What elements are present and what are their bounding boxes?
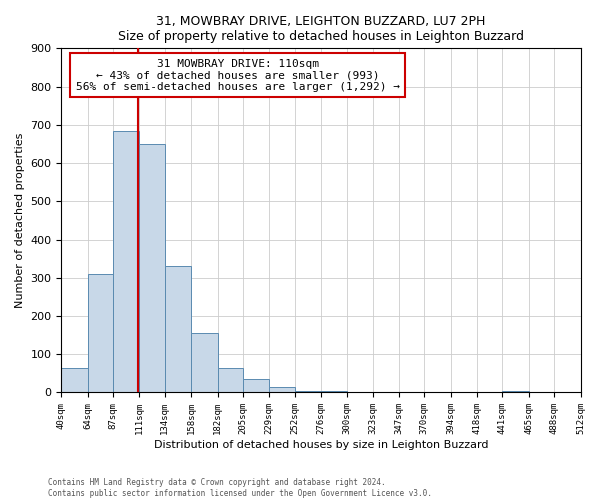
Title: 31, MOWBRAY DRIVE, LEIGHTON BUZZARD, LU7 2PH
Size of property relative to detach: 31, MOWBRAY DRIVE, LEIGHTON BUZZARD, LU7… bbox=[118, 15, 524, 43]
Bar bbox=[191, 333, 218, 392]
Bar bbox=[581, 390, 600, 392]
Bar bbox=[139, 144, 165, 392]
Text: 31 MOWBRAY DRIVE: 110sqm
← 43% of detached houses are smaller (993)
56% of semi-: 31 MOWBRAY DRIVE: 110sqm ← 43% of detach… bbox=[76, 58, 400, 92]
Bar bbox=[88, 274, 113, 392]
Bar bbox=[218, 368, 243, 392]
Y-axis label: Number of detached properties: Number of detached properties bbox=[15, 132, 25, 308]
Bar bbox=[321, 390, 347, 392]
Bar bbox=[113, 130, 139, 392]
Bar bbox=[243, 379, 269, 392]
Bar bbox=[165, 266, 191, 392]
Bar bbox=[295, 390, 321, 392]
Bar bbox=[61, 368, 88, 392]
Bar bbox=[502, 390, 529, 392]
Text: Contains HM Land Registry data © Crown copyright and database right 2024.
Contai: Contains HM Land Registry data © Crown c… bbox=[48, 478, 432, 498]
X-axis label: Distribution of detached houses by size in Leighton Buzzard: Distribution of detached houses by size … bbox=[154, 440, 488, 450]
Bar bbox=[269, 386, 295, 392]
